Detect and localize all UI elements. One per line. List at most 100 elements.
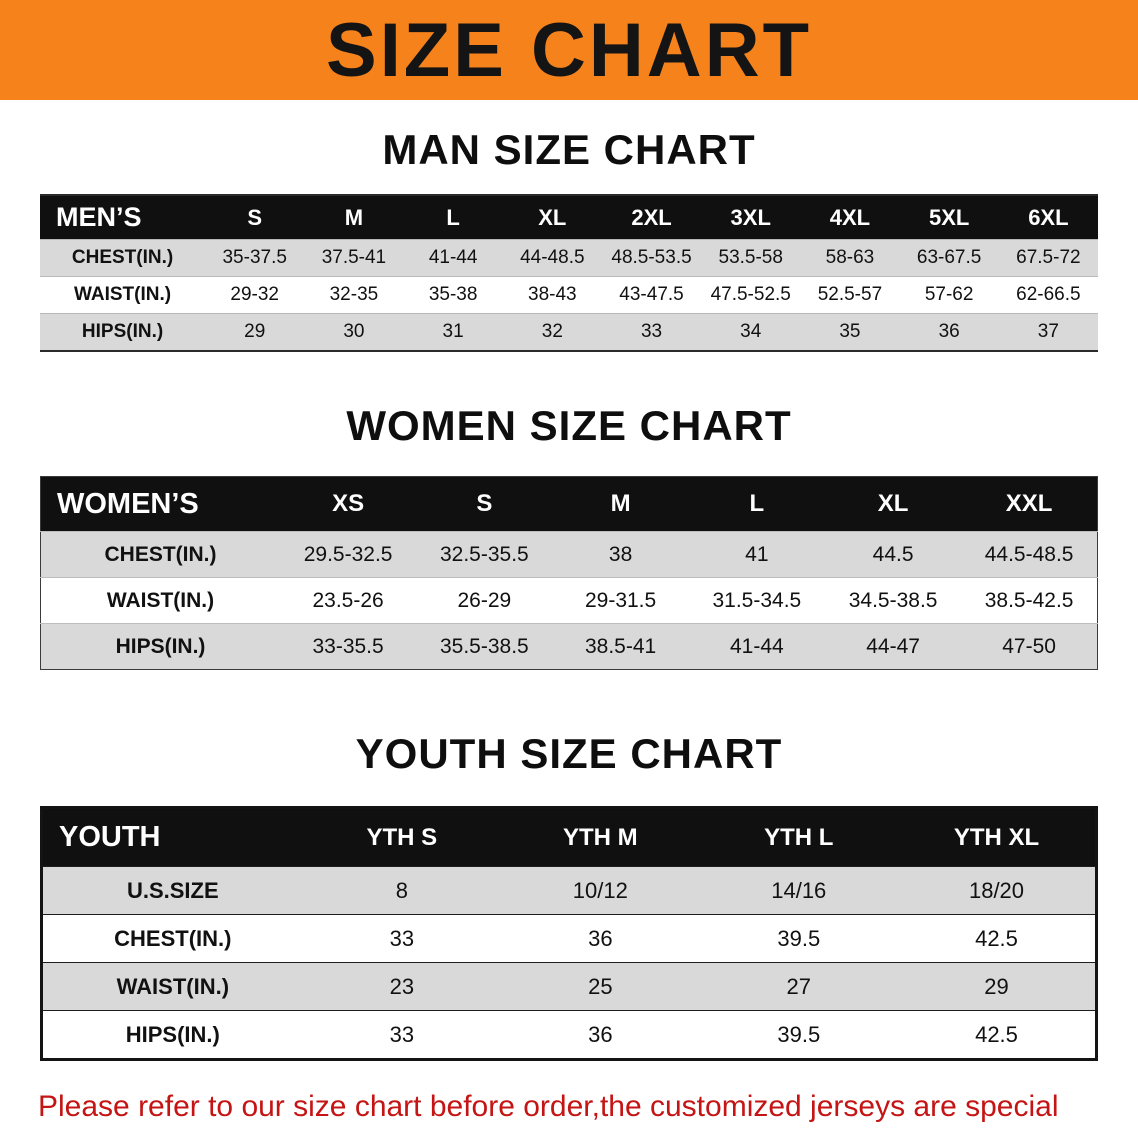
table-row: WAIST(IN.) 23 25 27 29 [41,962,1097,1011]
size-value: 32-35 [329,284,379,305]
page-title: SIZE CHART [326,7,812,93]
table-row: CHEST(IN.) 29.5-32.5 32.5-35.5 38 41 44.5 44.5… [40,531,1098,578]
row-label: CHEST(IN.) [114,925,232,951]
size-column-header: 4XL [800,195,900,240]
footer-notice: Please refer to our size chart before or… [0,1087,1138,1132]
size-value: 33 [640,321,663,342]
size-value: 35.5-38.5 [439,634,529,658]
size-value: 57-62 [924,284,974,305]
header-row: YOUTH YTH S YTH M YTH L YTH XL [41,807,1097,867]
size-value: 62-66.5 [1016,284,1081,305]
size-value: 29.5-32.5 [303,542,393,566]
size-value: 47-50 [1002,634,1056,658]
size-value: 53.5-58 [718,247,783,268]
size-value: 43-47.5 [619,284,684,305]
size-value: 35-38 [428,284,478,305]
size-value: 14/16 [771,877,827,903]
size-value: 35-37.5 [222,247,287,268]
banner: SIZE CHART [0,0,1138,100]
size-value: 31 [442,321,464,342]
section-men: MAN SIZE CHART MEN’S S M L XL 2XL 3XL 4XL 5XL 6XL… [0,126,1138,352]
size-column-header: 3XL [701,195,801,240]
row-label: HIPS(IN.) [115,634,206,658]
size-value: 58-63 [825,247,875,268]
size-value: 37.5-41 [321,247,387,268]
size-value: 47.5-52.5 [710,284,791,305]
size-column-header: 5XL [899,195,999,240]
notice-line-1: Please refer to our size chart before or… [38,1090,1059,1132]
size-value: 23.5-26 [312,588,384,612]
size-value: 29-31.5 [584,588,657,612]
size-column-header: YTH S [302,807,502,867]
section-youth: YOUTH SIZE CHART YOUTH YTH S YTH M YTH L YTH… [0,730,1138,1061]
row-label: WAIST(IN.) [74,284,172,305]
size-column-header: YTH XL [898,807,1097,867]
size-value: 42.5 [975,1021,1018,1047]
size-column-header: L [403,195,503,240]
size-value: 29 [244,321,266,342]
size-value: 41-44 [729,634,784,658]
size-value: 48.5-53.5 [611,247,692,268]
size-column-header: XXL [961,476,1098,532]
size-value: 36 [938,321,960,342]
size-column-header: YTH L [699,807,898,867]
size-column-header: L [688,476,825,532]
men-section-heading: MAN SIZE CHART [382,126,756,173]
size-column-header: 6XL [998,195,1098,240]
size-value: 34 [740,321,762,342]
men-size-table: MEN’S S M L XL 2XL 3XL 4XL 5XL 6XL CHEST(IN.) 35-37… [40,194,1098,352]
size-value: 29 [984,973,1009,999]
size-value: 34.5-38.5 [848,588,938,612]
size-column-header: S [416,476,553,532]
size-value: 29-32 [230,284,280,305]
table-row: U.S.SIZE 8 10/12 14/16 18/20 [41,866,1097,915]
table-row: HIPS(IN.) 29 30 31 32 33 34 35 36 37 [40,313,1098,351]
size-value: 38-43 [528,284,577,305]
size-column-header: XL [824,476,962,532]
size-value: 8 [395,877,408,903]
row-label: U.S.SIZE [126,877,219,903]
size-value: 44.5 [872,542,914,566]
size-value: 33-35.5 [312,634,384,658]
row-label: HIPS(IN.) [125,1021,220,1047]
women-size-table: WOMEN’S XS S M L XL XXL CHEST(IN.) 29.5-32.5 32.5… [40,476,1098,670]
size-value: 38.5-41 [584,634,657,658]
youth-size-table: YOUTH YTH S YTH M YTH L YTH XL U.S.SIZE 8 10/12… [40,806,1098,1061]
size-column-header: XS [279,476,417,532]
size-value: 36 [588,925,613,951]
size-value: 39.5 [777,925,821,951]
size-value: 10/12 [572,877,628,903]
size-value: 44.5-48.5 [984,542,1074,566]
table-corner-label: YOUTH [41,807,303,867]
size-column-header: 2XL [601,195,702,240]
header-row: MEN’S S M L XL 2XL 3XL 4XL 5XL 6XL [40,195,1098,240]
youth-section-heading: YOUTH SIZE CHART [355,730,783,777]
row-label: CHEST(IN.) [71,247,174,268]
size-value: 32.5-35.5 [439,542,529,566]
size-value: 30 [343,321,365,342]
row-label: WAIST(IN.) [106,588,215,612]
table-row: WAIST(IN.) 29-32 32-35 35-38 38-43 43-47.5 47.… [40,276,1098,314]
size-value: 32 [541,321,563,342]
table-corner-label: MEN’S [40,195,206,240]
row-label: CHEST(IN.) [104,542,217,566]
size-value: 67.5-72 [1016,247,1081,268]
size-value: 41-44 [428,247,478,268]
women-section-heading: WOMEN SIZE CHART [346,402,792,449]
size-value: 31.5-34.5 [712,588,802,612]
size-value: 23 [389,973,415,999]
table-row: CHEST(IN.) 33 36 39.5 42.5 [41,914,1097,963]
table-corner-label: WOMEN’S [40,476,280,532]
size-value: 38.5-42.5 [984,588,1074,612]
size-value: 42.5 [975,925,1018,951]
size-value: 18/20 [968,877,1025,903]
table-row: CHEST(IN.) 35-37.5 37.5-41 41-44 44-48.5 48.5… [40,239,1098,277]
size-value: 63-67.5 [916,247,982,268]
size-value: 25 [588,973,613,999]
size-value: 37 [1037,321,1059,342]
section-women: WOMEN SIZE CHART WOMEN’S XS S M L XL XXL CHEST(… [0,402,1138,670]
size-column-header: XL [502,195,602,240]
size-value: 33 [389,1021,415,1047]
size-column-header: S [205,195,305,240]
